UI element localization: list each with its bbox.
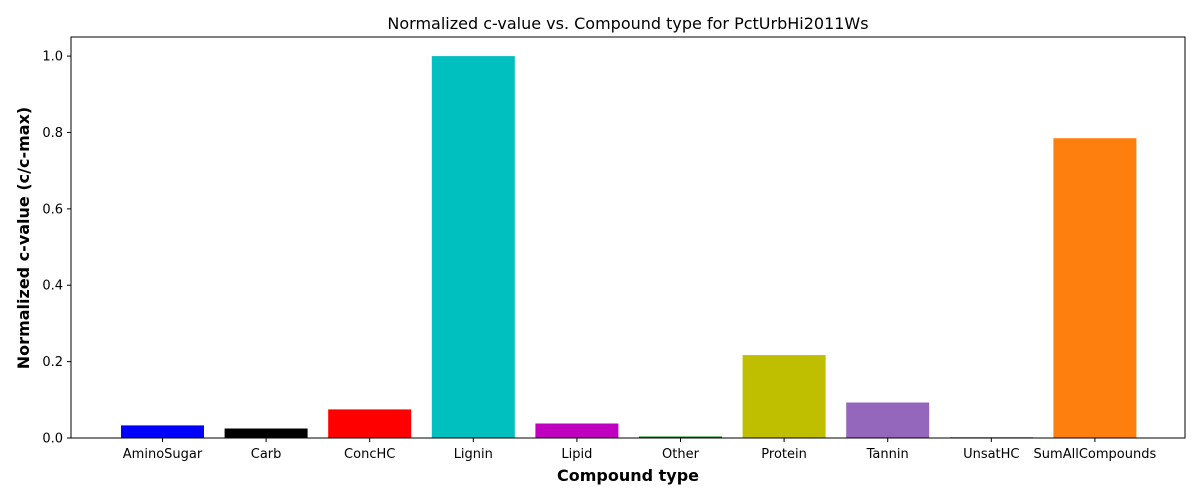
bar-sumallcompounds [1053, 138, 1137, 438]
bar-lignin [431, 56, 515, 438]
x-tick-label: Other [662, 447, 700, 462]
bars-group [121, 56, 1137, 438]
x-tick-label: AminoSugar [123, 447, 203, 462]
x-tick-label: SumAllCompounds [1034, 447, 1157, 462]
x-tick-label: UnsatHC [963, 447, 1019, 462]
bar-carb [224, 428, 308, 438]
x-axis-label: Compound type [557, 466, 699, 485]
y-tick-label: 0.8 [42, 126, 63, 141]
y-tick-label: 0.2 [42, 355, 63, 370]
bar-aminosugar [121, 425, 204, 438]
x-tick-label: Carb [251, 447, 282, 462]
chart-title: Normalized c-value vs. Compound type for… [387, 14, 868, 33]
bar-protein [742, 355, 826, 438]
bar-tannin [846, 402, 930, 438]
y-axis-label: Normalized c-value (c/c-max) [14, 107, 33, 369]
bar-other [639, 436, 722, 438]
plot-area-frame [70, 36, 1186, 439]
bar-lipid [535, 423, 619, 438]
x-axis-ticks: AminoSugar Carb ConcHC Lignin Lipid Other Prot… [123, 438, 1157, 462]
x-tick-label: Tannin [866, 447, 909, 462]
y-tick-label: 0.6 [42, 202, 63, 217]
x-tick-label: Lipid [561, 447, 592, 462]
y-tick-label: 1.0 [42, 50, 63, 65]
y-axis-ticks: 0.0 0.2 0.4 0.6 0.8 1.0 [42, 50, 71, 447]
x-tick-label: ConcHC [344, 447, 395, 462]
x-tick-label: Protein [761, 447, 807, 462]
y-tick-label: 0.0 [42, 432, 63, 447]
bar-conchc [328, 409, 412, 438]
x-tick-label: Lignin [454, 447, 493, 462]
y-tick-label: 0.4 [42, 279, 63, 294]
